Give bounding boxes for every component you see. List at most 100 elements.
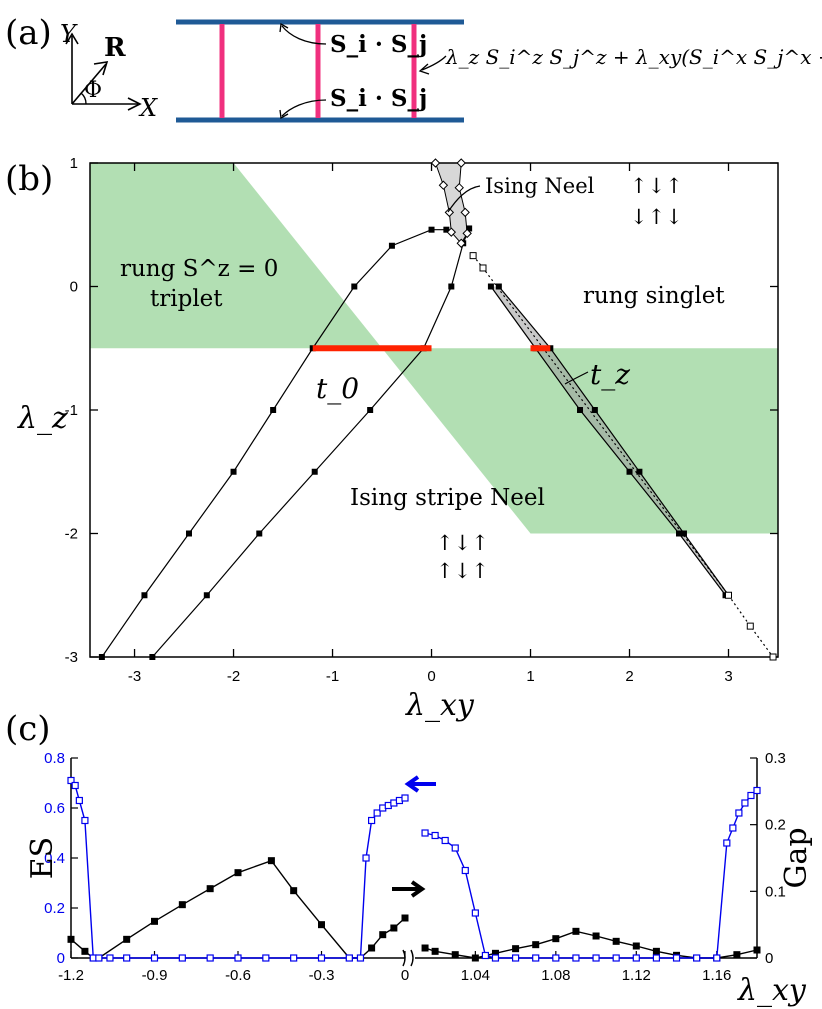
annotation-triplet: rung S^z = 0 [120,256,278,282]
data-point [680,530,687,537]
x-tick-label: -1 [326,668,339,685]
x-tick-label: 1.16 [702,967,731,984]
annotation-triplet: triplet [150,286,223,312]
y-tick-label: -1 [65,402,78,419]
x-tick-label: -3 [128,668,141,685]
phase-region [382,348,778,534]
es-data-point [552,954,560,962]
data-point [446,227,457,237]
es-data-point [723,839,731,847]
gap-data-point [532,941,540,949]
series-line [472,255,774,658]
y-tick-label: -2 [65,526,78,543]
es-data-point [401,794,409,802]
es-data-point [741,799,749,807]
es-data-point [421,829,429,837]
x-tick-label: 0 [401,967,409,984]
y-axis-label: λ_z [17,401,68,436]
es-data-point [693,954,701,962]
gap-data-point [612,937,620,945]
es-data-point [368,816,376,825]
es-data-point [672,954,681,962]
data-point [769,653,777,661]
data-point [577,407,584,413]
data-point [456,158,466,168]
phase-region [90,163,383,349]
es-data-point [106,954,114,962]
data-point [443,226,450,233]
y-tick-label: 1 [70,155,78,172]
es-data-point [178,954,186,962]
x-tick-label: 1.04 [461,967,490,984]
es-data-point [81,816,89,825]
gap-data-point [552,935,560,943]
panel-label-b: (b) [5,159,53,199]
axis-label-y: Y [60,20,78,48]
series-line [101,229,447,658]
annotation-pointer [447,185,481,213]
es-data-point [362,854,370,862]
x-tick-label: 1.08 [541,967,570,984]
x-tick-label: 2 [625,668,633,685]
gap-data-point [67,935,75,943]
right-y-axis-label: Gap [779,827,814,888]
y-tick-label: 0.4 [44,850,65,867]
gap-data-point [368,944,376,952]
panel-label-c: (c) [5,709,51,749]
data-point [351,283,358,290]
gap-data-point [206,885,214,893]
es-data-point [95,954,103,962]
tz-band-shading [490,286,729,596]
annotation-rung-singlet: rung singlet [583,283,725,309]
annotation-t0: t_0 [316,372,359,405]
rung-hamiltonian-label: λ_z S_i^z S_j^z + λ_xy(S_i^x S_j^x + S_i… [445,45,822,69]
data-point [438,180,449,190]
data-point [462,228,472,239]
es-data-point [592,954,600,962]
y-tick-label: 0.2 [44,900,65,917]
es-data-point [532,954,540,962]
es-data-point [451,844,459,852]
y-tick-label: 0 [765,950,773,967]
annotation-ising-neel-arrows: ↑↓↑ [630,174,683,198]
gap-data-point [753,946,761,954]
data-point [203,592,210,599]
es-data-point [747,791,755,800]
ladder-diagram [176,19,464,123]
annotation-stripe: Ising stripe Neel [350,485,545,511]
data-point [448,283,455,290]
data-point [430,158,441,168]
vector-label-r: R [104,33,126,63]
annotation-ising-neel: Ising Neel [485,174,595,198]
y-tick-label: 0.6 [44,800,65,817]
es-data-point [735,809,743,817]
es-data-point [441,836,449,845]
data-point [456,238,466,248]
rung-coupling-label-bottom: S_i · S_j [330,85,427,112]
x-tick-label: -0.3 [309,967,335,984]
gap-data-point [572,927,580,935]
es-data-point [150,954,159,962]
series-line [490,286,727,596]
es-data-point [234,954,242,962]
gap-data-point [471,954,479,962]
gap-data-point [123,935,131,943]
data-point [495,283,502,290]
data-point [746,622,754,630]
data-point [487,283,494,290]
data-point [428,226,435,233]
x-tick-label: -0.9 [142,967,168,984]
gap-data-point [491,949,499,957]
es-data-point [206,954,214,962]
es-data-point [471,909,479,917]
gap-data-point [431,947,439,955]
es-data-point [652,954,661,962]
data-point [676,530,683,537]
annotation-stripe-arrows: ↑↓↑ [436,559,489,583]
annotation-ising-neel-arrows: ↓↑↓ [630,205,683,229]
gap-data-point [151,917,158,925]
left-y-axis-label: ES [25,837,60,879]
x-tick-label: -0.6 [225,967,251,984]
data-point [311,468,318,475]
data-point [256,530,263,537]
